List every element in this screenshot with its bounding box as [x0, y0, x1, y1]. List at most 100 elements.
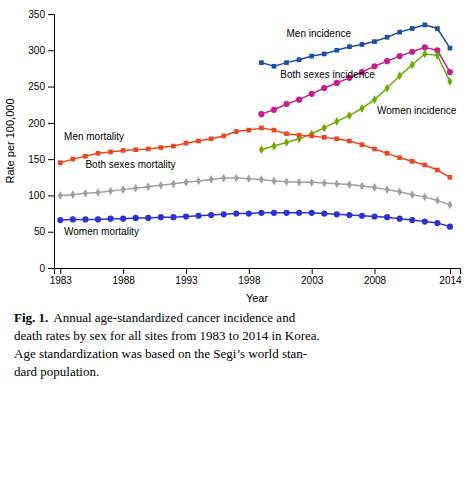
point [70, 216, 76, 222]
x-tick: 1983 [50, 268, 73, 286]
y-tick: 350 [28, 9, 54, 20]
x-tick-label: 1988 [113, 275, 136, 286]
point [258, 210, 264, 216]
point [322, 179, 327, 188]
point [435, 168, 440, 173]
annotation: Both sexes mortality [85, 159, 175, 170]
caption: Fig. 1.Annual age-standardized cancer in… [14, 310, 320, 379]
point [309, 54, 314, 59]
series-line [60, 128, 450, 177]
point [246, 210, 252, 216]
point [334, 179, 339, 188]
x-tick-label: 2014 [439, 275, 462, 286]
point [372, 95, 377, 104]
point [170, 214, 176, 220]
caption-label: Fig. 1. [14, 310, 48, 325]
point [447, 77, 452, 86]
point [133, 184, 138, 193]
point [284, 60, 289, 65]
point [410, 26, 415, 31]
point [397, 187, 402, 196]
point [171, 144, 176, 149]
y-axis-title: Rate per 100,000 [4, 98, 16, 183]
y-tick-label: 50 [34, 226, 46, 237]
point [410, 190, 415, 199]
point [321, 210, 327, 216]
point [271, 142, 276, 151]
point [347, 111, 352, 120]
point [359, 104, 364, 113]
point [359, 182, 364, 191]
point [297, 178, 302, 187]
point [297, 57, 302, 62]
series [259, 23, 452, 69]
point [283, 210, 289, 216]
point [297, 133, 302, 138]
point [385, 185, 390, 194]
point [385, 35, 390, 40]
point [209, 175, 214, 184]
point [422, 50, 427, 59]
x-axis-line [55, 269, 461, 275]
point [121, 148, 126, 153]
point [272, 64, 277, 69]
point [221, 174, 226, 183]
caption-text: death rates by sex for all sites from 19… [14, 328, 320, 343]
x-tick-mark [249, 268, 250, 274]
point [246, 128, 251, 133]
point [146, 182, 151, 191]
point [133, 215, 139, 221]
x-tick-label: 2008 [364, 275, 387, 286]
point [71, 157, 76, 162]
point [346, 212, 352, 218]
y-tick: 50 [34, 226, 54, 237]
point [284, 177, 289, 186]
caption-line: Fig. 1.Annual age-standardized cancer in… [14, 310, 296, 325]
point [309, 129, 314, 138]
point [82, 216, 88, 222]
y-tick: 100 [28, 190, 54, 201]
point [296, 210, 302, 216]
point [120, 216, 126, 222]
point [221, 134, 226, 139]
x-tick-mark [312, 268, 313, 274]
point [296, 97, 302, 103]
point [195, 213, 201, 219]
series-line [261, 54, 450, 150]
point [322, 52, 327, 57]
annotation: Both sexes incidence [280, 69, 375, 80]
point [221, 211, 227, 217]
point [284, 138, 289, 147]
y-tick-label: 250 [28, 81, 45, 92]
point [57, 217, 63, 223]
point [96, 151, 101, 156]
point [397, 216, 403, 222]
x-tick-label: 2003 [301, 275, 324, 286]
point [409, 49, 415, 55]
point [309, 134, 314, 139]
point [334, 80, 340, 86]
caption-text: Age standardization was based on the Seg… [14, 346, 307, 361]
x-tick: 2003 [301, 268, 324, 286]
point [271, 210, 277, 216]
point [334, 136, 339, 141]
series [58, 126, 452, 180]
point [234, 129, 239, 134]
point [158, 181, 163, 190]
point [272, 128, 277, 133]
y-tick-mark [48, 268, 54, 269]
point [372, 183, 377, 192]
point [409, 217, 415, 223]
x-tick: 1993 [175, 268, 198, 286]
point [184, 141, 189, 146]
point [334, 211, 340, 217]
caption-line: Age standardization was based on the Seg… [14, 346, 307, 361]
point [322, 135, 327, 140]
y-tick-mark [48, 195, 54, 196]
point [448, 46, 453, 51]
point [360, 142, 365, 147]
point [158, 214, 164, 220]
point [145, 215, 151, 221]
y-tick: 250 [28, 81, 54, 92]
point [107, 216, 113, 222]
